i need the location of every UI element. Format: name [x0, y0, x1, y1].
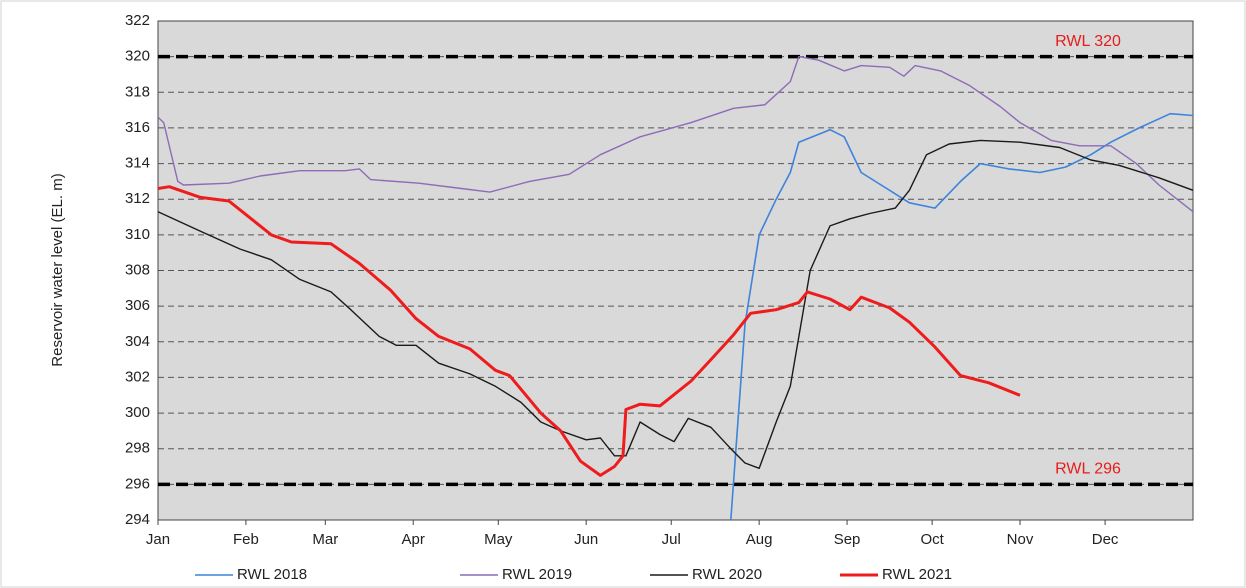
- y-tick-label: 322: [125, 12, 150, 29]
- x-tick-label: Jun: [574, 531, 598, 548]
- legend-label: RWL 2018: [237, 566, 307, 583]
- y-tick-label: 320: [125, 48, 150, 65]
- y-tick-label: 318: [125, 83, 150, 100]
- reference-label: RWL 296: [1055, 461, 1121, 478]
- x-tick-label: Nov: [1007, 531, 1034, 548]
- x-tick-label: May: [484, 531, 513, 548]
- series-line: [158, 139, 1193, 469]
- y-tick-label: 312: [125, 190, 150, 207]
- series-line: [158, 185, 1021, 477]
- y-tick-label: 294: [125, 511, 150, 528]
- legend-label: RWL 2021: [882, 566, 952, 583]
- x-tick-label: Sep: [834, 531, 861, 548]
- y-tick-label: 300: [125, 404, 150, 421]
- x-tick-label: Oct: [920, 531, 944, 548]
- series-line: [730, 112, 1193, 520]
- legend-label: RWL 2019: [502, 566, 572, 583]
- series-line: [158, 55, 1193, 213]
- y-tick-label: 310: [125, 226, 150, 243]
- y-tick-label: 296: [125, 475, 150, 492]
- legend-label: RWL 2020: [692, 566, 762, 583]
- x-tick-label: Aug: [746, 531, 773, 548]
- x-tick-label: Dec: [1092, 531, 1119, 548]
- reference-label: RWL 320: [1055, 33, 1121, 50]
- y-tick-label: 306: [125, 297, 150, 314]
- y-tick-label: 298: [125, 440, 150, 457]
- x-tick-label: Feb: [233, 531, 259, 548]
- x-tick-label: Apr: [402, 531, 425, 548]
- y-tick-label: 316: [125, 119, 150, 136]
- y-tick-label: 314: [125, 155, 150, 172]
- y-tick-label: 304: [125, 333, 150, 350]
- x-tick-label: Jul: [662, 531, 681, 548]
- x-tick-label: Jan: [146, 531, 170, 548]
- plot-border: [157, 20, 1194, 521]
- x-tick-label: Mar: [312, 531, 338, 548]
- y-tick-label: 302: [125, 368, 150, 385]
- y-axis-label: Reservoir water level (EL. m): [49, 173, 66, 366]
- y-tick-label: 308: [125, 261, 150, 278]
